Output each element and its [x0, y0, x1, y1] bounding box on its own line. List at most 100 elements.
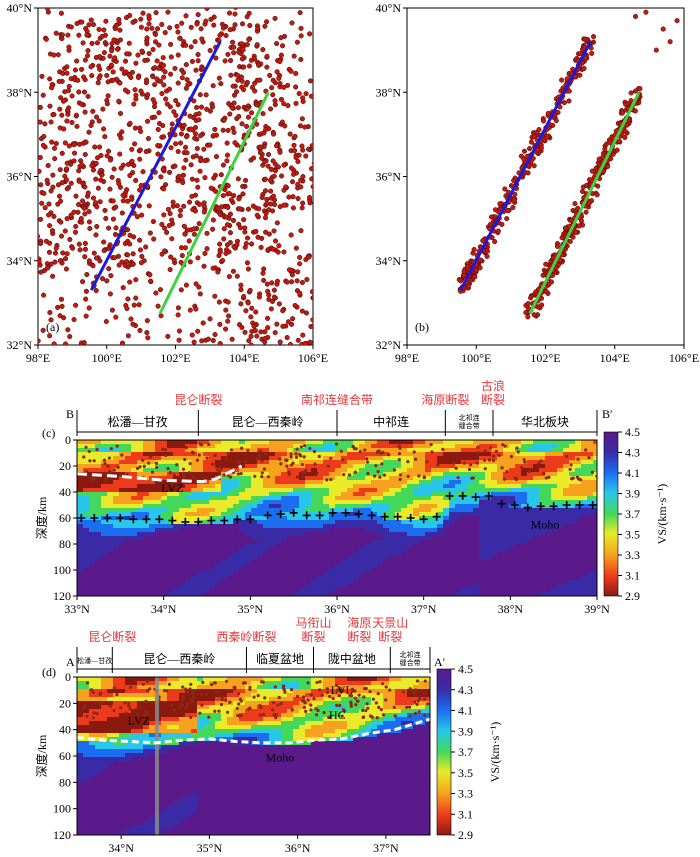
- event-point: [268, 166, 274, 172]
- velocity-cell: [125, 568, 132, 573]
- velocity-cell: [467, 480, 474, 485]
- velocity-cell: [95, 476, 102, 481]
- event-point: [198, 104, 205, 110]
- velocity-cell: [479, 512, 486, 517]
- velocity-cell: [173, 548, 180, 553]
- velocity-cell: [347, 484, 354, 489]
- velocity-cell: [101, 580, 108, 585]
- velocity-cell: [101, 512, 108, 517]
- event-point: [234, 273, 240, 279]
- velocity-cell: [461, 448, 468, 453]
- velocity-cell: [185, 488, 192, 493]
- velocity-cell: [203, 524, 210, 529]
- event-point: [32, 129, 37, 134]
- velocity-cell: [401, 592, 408, 596]
- velocity-cell: [425, 512, 432, 517]
- velocity-cell: [107, 488, 114, 493]
- velocity-cell: [101, 520, 108, 525]
- velocity-cell: [365, 508, 372, 513]
- velocity-cell: [491, 520, 498, 525]
- event-point: [183, 85, 189, 91]
- velocity-cell: [401, 548, 408, 553]
- velocity-cell: [413, 472, 420, 477]
- event-point: [244, 260, 250, 266]
- event-point: [89, 163, 95, 169]
- event-point: [129, 158, 135, 164]
- event-point: [575, 205, 581, 211]
- velocity-cell: [479, 548, 486, 553]
- velocity-cell: [401, 484, 408, 489]
- velocity-cell: [269, 524, 276, 529]
- velocity-cell: [281, 500, 288, 505]
- event-point: [226, 313, 232, 319]
- velocity-cell: [383, 512, 390, 517]
- velocity-cell: [287, 480, 294, 485]
- velocity-cell: [251, 580, 258, 585]
- velocity-cell: [389, 592, 396, 596]
- velocity-cell: [269, 440, 276, 445]
- velocity-cell: [203, 532, 210, 537]
- velocity-cell: [329, 452, 336, 457]
- velocity-cell: [407, 452, 414, 457]
- velocity-cell: [251, 500, 258, 505]
- velocity-cell: [323, 548, 330, 553]
- event-point: [166, 86, 173, 92]
- velocity-cell: [371, 496, 378, 501]
- velocity-cell: [185, 592, 192, 596]
- event-point: [147, 0, 152, 5]
- velocity-cell: [419, 512, 426, 517]
- velocity-cell: [179, 500, 186, 505]
- velocity-cell: [263, 588, 270, 593]
- velocity-cell: [257, 580, 264, 585]
- velocity-cell: [191, 484, 198, 489]
- fault-label: 昆仑断裂: [174, 392, 222, 407]
- event-point: [308, 323, 313, 330]
- velocity-cell: [413, 528, 420, 533]
- event-point: [94, 40, 100, 46]
- event-point: [40, 142, 46, 148]
- velocity-cell: [185, 588, 192, 593]
- velocity-cell: [95, 592, 102, 596]
- velocity-cell: [185, 580, 192, 585]
- velocity-cell: [215, 536, 222, 541]
- velocity-cell: [167, 504, 174, 509]
- velocity-cell: [389, 580, 396, 585]
- velocity-cell: [317, 524, 324, 529]
- event-point: [288, 232, 294, 238]
- velocity-cell: [389, 504, 396, 509]
- velocity-cell: [275, 484, 282, 489]
- velocity-cell: [407, 588, 414, 593]
- velocity-cell: [401, 500, 408, 505]
- event-point: [261, 266, 267, 272]
- event-point: [245, 266, 251, 272]
- velocity-cell: [287, 584, 294, 589]
- velocity-cell: [191, 500, 198, 505]
- velocity-cell: [383, 576, 390, 581]
- velocity-cell: [209, 528, 216, 533]
- velocity-cell: [257, 532, 264, 537]
- velocity-cell: [287, 488, 294, 493]
- velocity-cell: [353, 508, 360, 513]
- velocity-cell: [485, 500, 492, 505]
- velocity-cell: [341, 552, 348, 557]
- velocity-cell: [371, 460, 378, 465]
- velocity-cell: [455, 480, 462, 485]
- velocity-cell: [365, 464, 372, 469]
- velocity-cell: [509, 444, 516, 449]
- velocity-cell: [347, 528, 354, 533]
- event-point: [147, 272, 153, 278]
- velocity-cell: [107, 572, 114, 577]
- event-point: [310, 317, 313, 323]
- velocity-cell: [263, 480, 270, 485]
- velocity-cell: [89, 588, 96, 593]
- velocity-cell: [209, 532, 216, 537]
- velocity-cell: [407, 440, 414, 445]
- velocity-cell: [473, 528, 480, 533]
- velocity-cell: [245, 456, 252, 461]
- event-point: [660, 26, 666, 32]
- velocity-cell: [287, 460, 294, 465]
- velocity-cell: [353, 472, 360, 477]
- velocity-cell: [233, 508, 240, 513]
- event-point: [137, 147, 143, 153]
- velocity-cell: [197, 504, 204, 509]
